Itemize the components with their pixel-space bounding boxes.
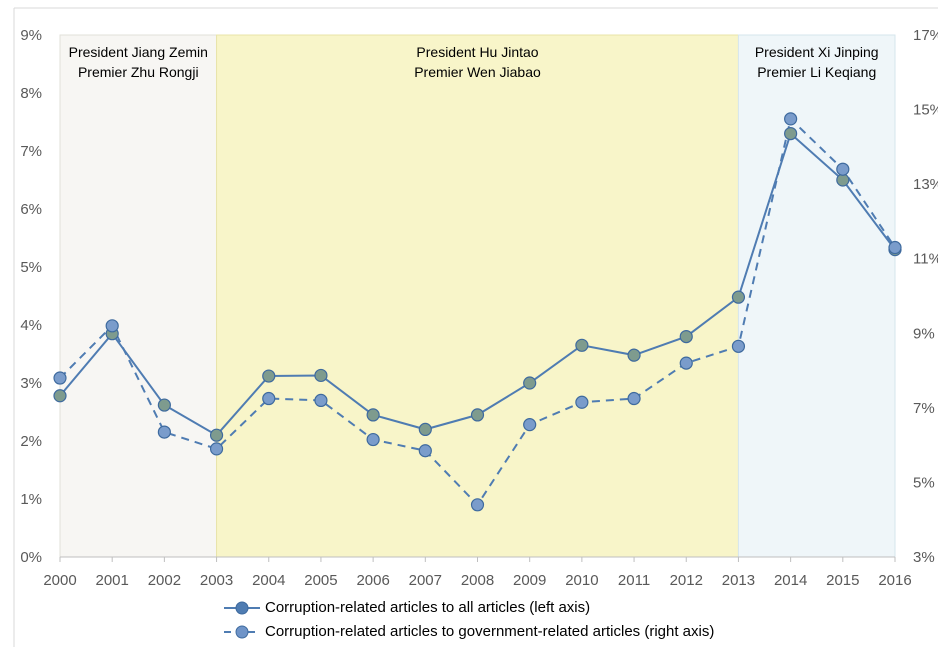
y-left-tick-label: 2% [20,433,42,450]
data-point-series1 [418,422,432,436]
data-point-series1 [784,127,798,141]
data-point-series2 [366,432,380,447]
legend-item-series1: Corruption-related articles to all artic… [222,597,922,621]
data-point-series2 [157,425,171,439]
data-point-series2 [784,112,798,126]
data-point-series2 [679,356,693,370]
y-left-tick-label: 4% [20,317,42,334]
y-left-tick-label: 5% [20,259,42,276]
era-label-1-line-2: Premier Zhu Rongji [78,64,199,80]
x-tick-label: 2013 [722,572,755,589]
y-left-tick-label: 8% [20,85,42,102]
y-left-tick-label: 9% [20,27,42,44]
y-right-tick-label: 3% [913,549,935,566]
data-point-series2 [523,418,537,432]
x-tick-label: 2016 [878,572,911,589]
legend-label-series1: Corruption-related articles to all artic… [265,599,591,616]
y-right-tick-label: 7% [913,400,935,417]
legend: Corruption-related articles to all artic… [222,597,922,645]
x-tick-label: 2001 [96,572,129,589]
data-point-series1 [627,348,641,362]
data-point-series1 [366,408,380,422]
data-point-series1 [523,376,537,390]
x-tick-label: 2010 [565,572,598,589]
era-label-3-line-2: Premier Li Keqiang [757,64,876,80]
legend-label-series2: Corruption-related articles to governmen… [265,623,715,640]
x-tick-label: 2005 [304,572,337,589]
x-tick-label: 2002 [148,572,181,589]
data-point-series1 [314,368,328,383]
y-left-tick-label: 7% [20,143,42,160]
data-point-series1 [731,290,746,304]
data-point-series1 [157,398,171,412]
x-tick-label: 2012 [670,572,703,589]
legend-item-series2: Corruption-related articles to governmen… [222,621,922,645]
era-labels: President Jiang Zemin Premier Zhu Rongji P… [69,44,879,80]
legend-symbol-series1 [224,601,260,615]
y-right-tick-label: 5% [913,474,935,491]
x-tick-label: 2008 [461,572,494,589]
x-tick-label: 2000 [43,572,76,589]
data-point-series2 [53,371,67,385]
data-point-series2 [209,442,224,456]
era-label-3-line-1: President Xi Jinping [755,44,879,60]
x-tick-label: 2014 [774,572,807,589]
y-right-tick-label: 15% [913,102,938,119]
data-point-series1 [262,369,276,383]
era-label-2-line-2: Premier Wen Jiabao [414,64,541,80]
data-point-series2 [575,395,589,409]
era-bands [59,34,896,558]
data-point-series1 [470,408,485,422]
y-left-tick-label: 0% [20,549,42,566]
x-tick-label: 2004 [252,572,285,589]
x-tick-label: 2015 [826,572,859,589]
x-tick-label: 2007 [409,572,442,589]
era-label-2-line-1: President Hu Jintao [416,44,538,60]
data-point-series2 [470,498,485,512]
axes: 2000 2001 2002 2003 2004 2005 2006 2007 2008 2009… [13,7,938,647]
y-right-tick-label: 13% [913,176,938,193]
x-tick-label: 2006 [356,572,389,589]
data-point-series1 [575,338,589,352]
data-point-series1 [209,428,224,442]
legend-symbol-series2 [224,625,260,639]
data-point-series2 [262,391,276,406]
data-point-series2 [314,393,328,407]
y-left-tick-label: 1% [20,491,42,508]
data-point-series2 [418,444,432,458]
era-label-1-line-1: President Jiang Zemin [69,44,208,60]
data-point-series1 [679,330,693,344]
x-tick-label: 2003 [200,572,233,589]
y-right-tick-label: 17% [913,27,938,44]
data-point-series2 [627,391,641,406]
era-band-2 [216,34,739,558]
y-left-tick-label: 6% [20,201,42,218]
data-point-series2 [836,162,850,176]
y-right-tick-label: 9% [913,325,935,342]
data-point-series2 [888,240,902,255]
data-point-series2 [731,339,746,353]
y-left-tick-label: 3% [20,375,42,392]
y-right-tick-label: 11% [913,251,938,268]
series-points [53,112,902,512]
x-tick-label: 2009 [513,572,546,589]
era-band-1 [59,34,218,558]
era-band-3 [737,34,896,558]
data-point-series1 [53,389,67,403]
x-tick-label: 2011 [618,572,650,589]
data-point-series2 [105,319,119,333]
